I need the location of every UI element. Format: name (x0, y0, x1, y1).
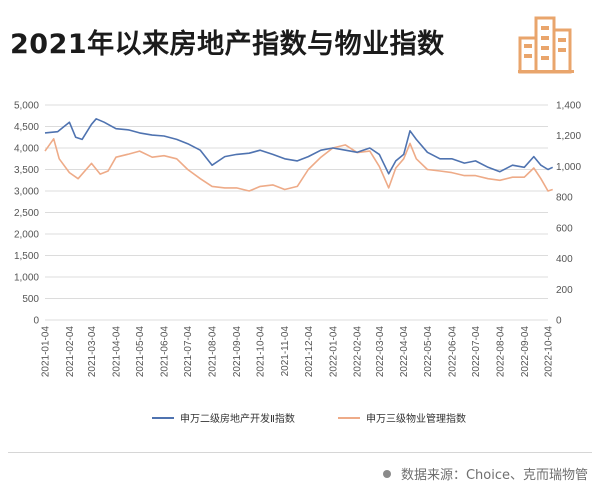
x-tick-label: 2021-02-04 (65, 326, 76, 378)
page-title: 2021年以来房地产指数与物业指数 (10, 29, 445, 60)
x-tick-label: 2021-12-04 (304, 326, 315, 378)
x-tick-label: 2021-07-04 (183, 326, 194, 378)
y-left-tick-label: 3,500 (14, 165, 39, 176)
y-right-tick-label: 1,200 (556, 131, 581, 142)
line-chart: 0 500 1,000 1,500 2,000 2,500 3,000 3,500 4,000 4… (14, 101, 581, 426)
x-tick-label: 2021-03-04 (87, 326, 98, 378)
x-tick-label: 2022-03-04 (375, 326, 386, 378)
x-tick-label: 2022-08-04 (495, 326, 506, 378)
x-tick-label: 2021-04-04 (111, 326, 122, 378)
y-right-tick-label: 0 (556, 316, 562, 327)
y-left-tick-label: 3,000 (14, 187, 39, 198)
x-tick-label: 2021-10-04 (256, 326, 267, 378)
y-left-tick-label: 1,000 (14, 273, 39, 284)
y-right-tick-label: 800 (556, 193, 573, 204)
source-text: 数据来源：Choice、克而瑞物管 (400, 468, 588, 483)
legend-label-2: 申万三级物业管理指数 (366, 412, 466, 425)
y-left-tick-label: 4,500 (14, 122, 39, 133)
y-right-tick-label: 400 (556, 254, 573, 265)
x-tick-label: 2022-10-04 (544, 326, 555, 378)
x-tick-label: 2022-02-04 (353, 326, 364, 378)
y-right-tick-label: 600 (556, 223, 573, 234)
city-buildings-icon (518, 16, 574, 74)
y-left-tick-label: 0 (33, 316, 39, 327)
y-left-tick-label: 1,500 (14, 251, 39, 262)
source-note: 数据来源：Choice、克而瑞物管 (382, 464, 588, 483)
y-left-tick-label: 4,000 (14, 144, 39, 155)
y-left-tick-label: 2,500 (14, 208, 39, 219)
x-tick-label: 2022-04-04 (399, 326, 410, 378)
x-tick-label: 2021-09-04 (232, 326, 243, 378)
x-tick-label: 2021-01-04 (41, 326, 52, 378)
series-line-2 (44, 137, 553, 192)
bullet-dot-icon (382, 470, 391, 478)
y-left-tick-label: 2,000 (14, 230, 39, 241)
legend-label-1: 申万二级房地产开发Ⅱ指数 (180, 412, 295, 425)
y-right-tick-label: 1,000 (556, 162, 581, 173)
y-left-tick-label: 5,000 (14, 101, 39, 112)
x-tick-label: 2022-09-04 (520, 326, 531, 378)
x-tick-label: 2022-07-04 (471, 326, 482, 378)
y-left-tick-label: 500 (22, 294, 39, 305)
x-tick-label: 2021-08-04 (208, 326, 219, 378)
footer-divider (8, 452, 592, 453)
x-tick-label: 2021-11-04 (280, 326, 291, 377)
x-tick-label: 2022-05-04 (423, 326, 434, 378)
y-right-tick-label: 1,400 (556, 101, 581, 112)
x-tick-label: 2021-05-04 (135, 326, 146, 378)
x-tick-label: 2022-06-04 (447, 326, 458, 378)
x-tick-label: 2021-06-04 (160, 326, 171, 378)
series-line-1 (44, 117, 554, 175)
y-right-tick-label: 200 (556, 285, 573, 296)
x-tick-label: 2022-01-04 (328, 326, 339, 378)
